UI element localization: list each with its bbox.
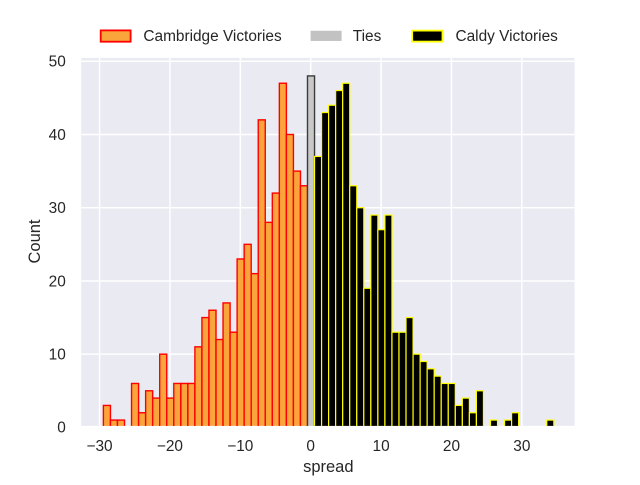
svg-text:20: 20 [443,438,460,455]
svg-text:spread: spread [303,458,353,476]
svg-text:Caldy Victories: Caldy Victories [456,28,559,45]
svg-text:30: 30 [513,438,530,455]
svg-text:−30: −30 [87,438,113,455]
svg-text:10: 10 [373,438,390,455]
svg-text:−20: −20 [157,438,183,455]
svg-text:Count: Count [26,219,44,263]
svg-text:40: 40 [49,127,66,144]
svg-text:−10: −10 [227,438,253,455]
svg-text:0: 0 [306,438,315,455]
svg-text:Cambridge Victories: Cambridge Victories [143,28,282,45]
svg-text:10: 10 [49,346,66,363]
svg-text:Ties: Ties [353,28,382,45]
svg-text:0: 0 [57,420,66,437]
svg-text:20: 20 [49,273,66,290]
svg-text:50: 50 [49,54,66,71]
svg-text:30: 30 [49,200,66,217]
